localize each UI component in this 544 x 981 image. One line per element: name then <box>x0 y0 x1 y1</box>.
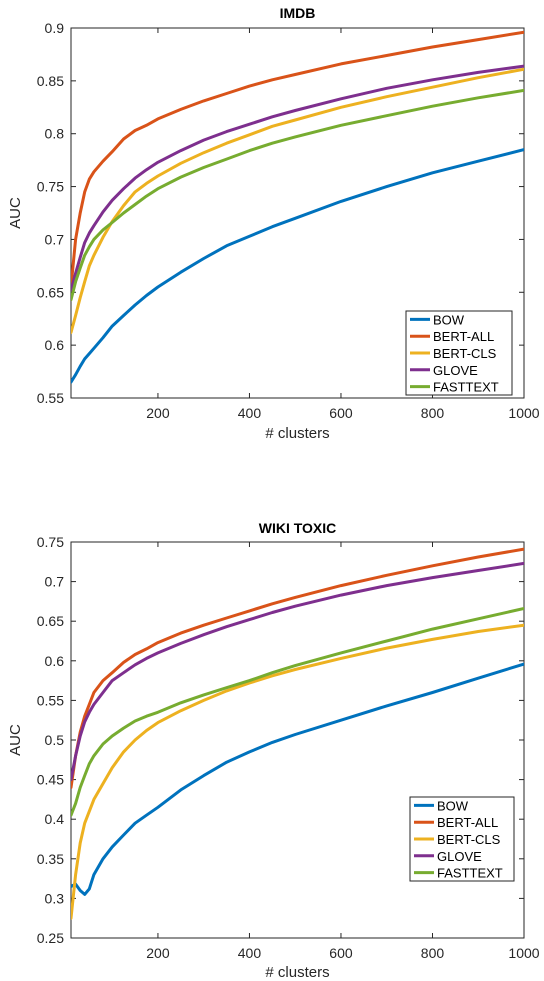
y-tick-label: 0.55 <box>37 692 64 708</box>
legend-entry: FASTTEXT <box>437 866 503 881</box>
x-tick-label: 1000 <box>508 405 539 421</box>
legend-entry: BOW <box>433 312 465 327</box>
legend-entry: BERT-CLS <box>437 832 501 847</box>
legend-entry: BOW <box>437 798 469 813</box>
y-tick-label: 0.75 <box>37 534 64 550</box>
x-tick-label: 800 <box>421 945 445 961</box>
y-tick-label: 0.6 <box>45 653 65 669</box>
y-tick-label: 0.25 <box>37 930 64 946</box>
y-axis-label: AUC <box>7 197 24 229</box>
y-tick-label: 0.45 <box>37 772 64 788</box>
y-tick-label: 0.7 <box>45 574 65 590</box>
series-line-bow <box>71 148 524 384</box>
y-tick-label: 0.3 <box>45 890 65 906</box>
series-line-bert-cls <box>71 67 524 334</box>
y-tick-label: 0.65 <box>37 613 64 629</box>
x-axis-label: # clusters <box>265 425 329 442</box>
series-line-glove <box>71 64 524 292</box>
legend-entry: BERT-ALL <box>437 815 498 830</box>
y-tick-label: 0.7 <box>45 231 65 247</box>
y-tick-label: 0.35 <box>37 851 64 867</box>
y-axis-label: AUC <box>7 724 24 756</box>
x-tick-label: 400 <box>238 405 262 421</box>
legend-entry: BERT-ALL <box>433 329 494 344</box>
y-tick-label: 0.5 <box>45 732 65 748</box>
chart-panel-1: IMDB 200 400 600 800 1000 0.55 0.6 0.65 0.7 0.75 0.… <box>7 5 540 442</box>
x-tick-label: 200 <box>146 945 170 961</box>
x-tick-label: 200 <box>146 405 170 421</box>
legend-entry: FASTTEXT <box>433 380 499 395</box>
y-tick-label: 0.6 <box>45 337 65 353</box>
y-tick-label: 0.8 <box>45 126 65 142</box>
legend-entry: BERT-CLS <box>433 346 497 361</box>
y-tick-label: 0.4 <box>45 811 65 827</box>
series-line-fasttext <box>71 607 524 817</box>
chart-title: WIKI TOXIC <box>259 520 337 536</box>
y-tick-label: 0.65 <box>37 284 64 300</box>
legend-box <box>405 310 513 396</box>
y-tick-label: 0.75 <box>37 179 64 195</box>
series-line-bert-all <box>71 30 524 289</box>
x-tick-label: 600 <box>329 405 353 421</box>
legend-entry: GLOVE <box>433 363 478 378</box>
legend: BOW BERT-ALL BERT-CLS GLOVE FASTTEXT <box>405 310 513 396</box>
legend-entry: GLOVE <box>437 849 482 864</box>
x-tick-label: 1000 <box>508 945 539 961</box>
series-line-glove <box>71 561 524 782</box>
chart-panel-2: WIKI TOXIC 200 400 600 800 1000 0.25 0.3 0.35 0.4… <box>7 520 540 981</box>
series-line-bert-all <box>71 547 524 789</box>
y-tick-label: 0.85 <box>37 73 64 89</box>
y-tick-label: 0.55 <box>37 390 64 406</box>
series-line-bow <box>71 662 524 896</box>
x-axis-label: # clusters <box>265 964 329 981</box>
chart-title: IMDB <box>280 5 316 21</box>
x-tick-label: 600 <box>329 945 353 961</box>
series-line-fasttext <box>71 88 524 302</box>
legend: BOW BERT-ALL BERT-CLS GLOVE FASTTEXT <box>409 796 515 882</box>
series-line-bert-cls <box>71 623 524 920</box>
x-tick-label: 400 <box>238 945 262 961</box>
y-tick-label: 0.9 <box>45 20 65 36</box>
x-tick-label: 800 <box>421 405 445 421</box>
